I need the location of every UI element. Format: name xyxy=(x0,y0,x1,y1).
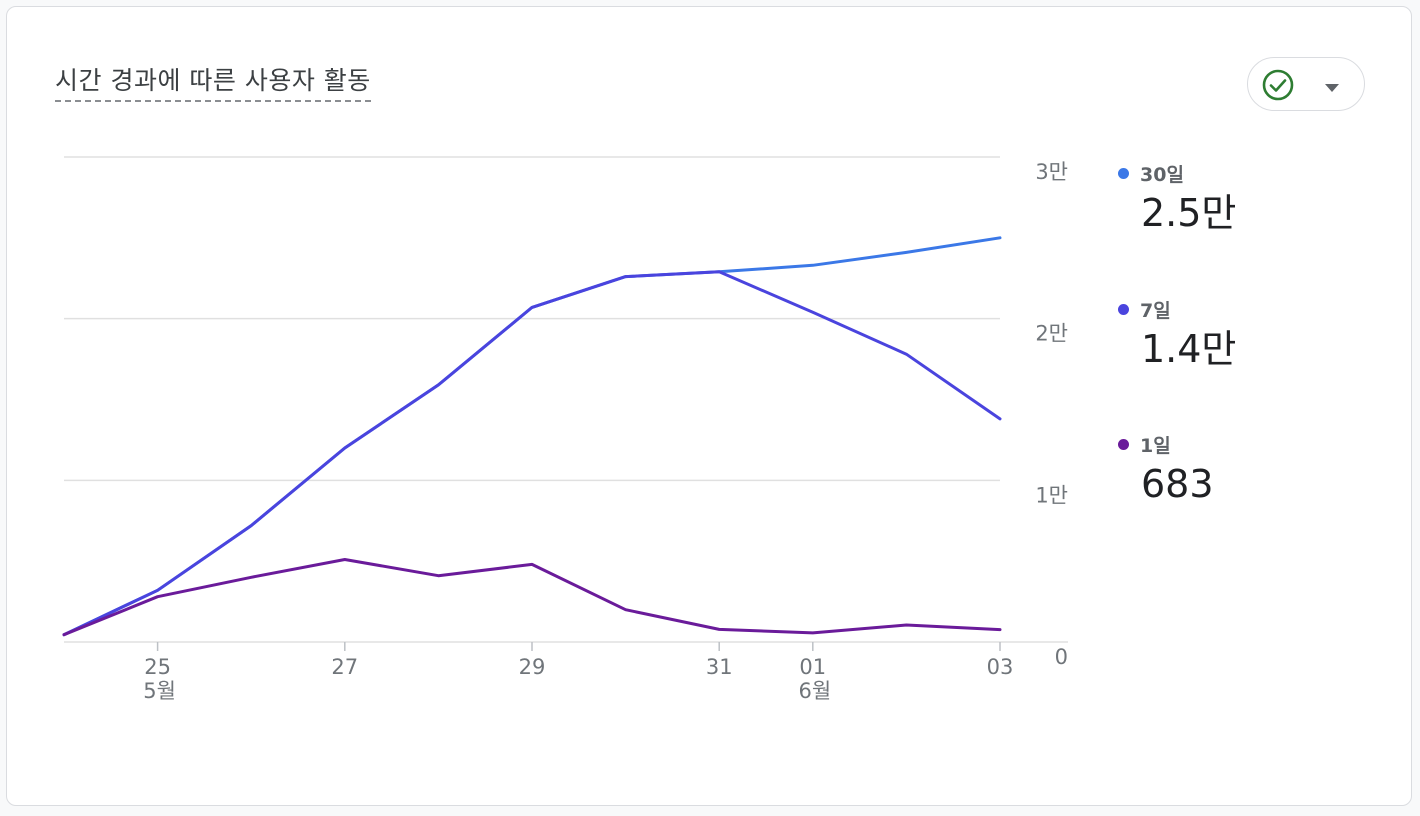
legend-dot-30d xyxy=(1118,167,1129,179)
legend-item-30d: 30일 2.5만 xyxy=(1118,161,1236,235)
legend-label-7d: 7일 xyxy=(1140,299,1171,322)
legend-dot-7d xyxy=(1118,303,1129,315)
series-line-1d xyxy=(62,558,1002,637)
x-tick-month-label: 5월 xyxy=(143,679,176,703)
x-tick-label: 29 xyxy=(519,655,546,679)
legend-label-30d: 30일 xyxy=(1140,163,1184,186)
legend-value-30d: 2.5만 xyxy=(1141,191,1237,235)
series-line-7d xyxy=(62,270,1002,637)
x-tick-label: 01 xyxy=(799,655,826,679)
series-line-30d xyxy=(62,236,1002,637)
y-tick-label: 2만 xyxy=(1035,322,1068,346)
x-tick-label: 27 xyxy=(331,655,358,679)
legend-value-7d: 1.4만 xyxy=(1141,327,1237,371)
x-tick-label: 31 xyxy=(706,655,733,679)
user-activity-card: 시간 경과에 따른 사용자 활동 xyxy=(6,6,1412,806)
y-tick-label: 3만 xyxy=(1035,160,1068,184)
x-tick-label: 03 xyxy=(987,655,1014,679)
legend-item-1d: 1일 683 xyxy=(1118,432,1214,506)
y-tick-label: 0 xyxy=(1055,645,1068,669)
card-title[interactable]: 시간 경과에 따른 사용자 활동 xyxy=(55,61,371,102)
caret-down-icon xyxy=(1322,79,1342,98)
legend-label-1d: 1일 xyxy=(1140,434,1171,457)
status-dropdown-button[interactable] xyxy=(1247,57,1365,111)
x-tick-month-label: 6월 xyxy=(798,679,831,703)
legend-dot-1d xyxy=(1118,438,1129,450)
legend-value-1d: 683 xyxy=(1141,462,1214,506)
x-tick-label: 25 xyxy=(144,655,171,679)
check-circle-icon xyxy=(1262,69,1294,105)
legend-item-7d: 7일 1.4만 xyxy=(1118,297,1236,371)
y-tick-label: 1만 xyxy=(1035,483,1068,507)
